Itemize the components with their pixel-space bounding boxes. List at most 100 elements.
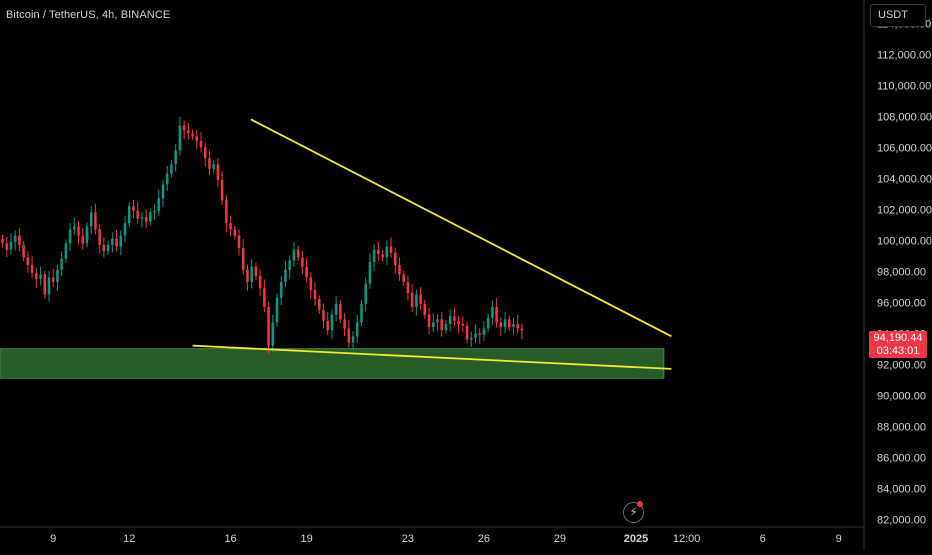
price-tick-label: 98,000.00 <box>877 266 926 278</box>
candle <box>402 270 405 286</box>
price-tick-label: 92,000.00 <box>877 359 926 371</box>
candle <box>229 215 232 236</box>
candle-body <box>372 249 376 262</box>
candle-body <box>419 294 422 304</box>
candle-body <box>165 173 169 185</box>
candle-body <box>127 206 131 224</box>
candle <box>60 251 63 277</box>
candle-body <box>94 212 97 230</box>
candle-body <box>73 226 76 230</box>
candle <box>461 316 465 332</box>
candle <box>144 209 148 229</box>
candle <box>161 179 165 208</box>
candle <box>334 296 338 322</box>
candle <box>187 122 190 140</box>
candle-body <box>279 282 283 298</box>
candle-body <box>26 257 30 266</box>
notification-dot <box>637 501 643 507</box>
candle <box>26 250 30 273</box>
candle <box>43 270 47 299</box>
candle <box>284 260 287 288</box>
candle <box>486 313 490 333</box>
candle-body <box>512 323 515 328</box>
candle-body <box>499 322 503 328</box>
currency-selector-button[interactable]: USDT <box>870 4 926 27</box>
candle-body <box>174 150 177 165</box>
price-tick-label: 88,000.00 <box>877 421 926 433</box>
candle-body <box>436 319 439 323</box>
candle <box>111 232 114 253</box>
candle <box>406 275 410 301</box>
candle-body <box>22 244 25 258</box>
candle <box>381 250 384 262</box>
candle <box>415 289 418 316</box>
candle <box>106 241 110 255</box>
candle-body <box>102 244 106 252</box>
candle-body <box>296 249 300 258</box>
candle-body <box>9 241 13 250</box>
descending-resistance-trendline[interactable] <box>250 118 672 338</box>
candle-body <box>123 223 127 236</box>
candle-body <box>482 328 486 335</box>
candle-body <box>491 306 494 318</box>
candle <box>322 303 325 329</box>
candle-body <box>203 147 207 159</box>
candle <box>254 262 258 280</box>
candle-body <box>351 336 355 343</box>
candle-body <box>398 265 401 275</box>
candle-body <box>136 210 139 219</box>
candle <box>216 157 220 188</box>
candle <box>360 299 363 327</box>
candle-body <box>216 164 220 180</box>
candle <box>520 323 524 340</box>
candle-body <box>208 158 211 169</box>
candle <box>499 317 503 336</box>
candle-body <box>377 249 380 255</box>
candle <box>149 208 152 226</box>
candle-body <box>478 333 481 335</box>
candle-body <box>343 319 346 329</box>
candle-body <box>339 303 342 320</box>
candle-body <box>410 292 414 307</box>
candle-body <box>516 323 519 329</box>
candle <box>102 237 106 258</box>
candle <box>77 221 80 245</box>
price-tick-label: 104,000.00 <box>877 173 932 185</box>
candle <box>330 309 334 339</box>
lower-support-trendline[interactable] <box>192 344 672 370</box>
candle <box>377 241 380 261</box>
candle <box>68 223 72 251</box>
candle-body <box>161 184 165 199</box>
candle-body <box>301 257 304 267</box>
lightning-icon[interactable]: ⚡︎ <box>623 502 644 523</box>
time-tick-label: 6 <box>760 533 766 545</box>
candle-body <box>68 229 72 244</box>
candle <box>495 298 498 328</box>
candle <box>13 230 17 251</box>
candle <box>115 229 118 252</box>
candle-body <box>503 319 507 328</box>
candle <box>410 284 414 313</box>
candle <box>140 211 144 228</box>
candle-body <box>288 260 291 270</box>
candle <box>199 132 203 153</box>
candle <box>241 239 245 275</box>
candle <box>250 259 253 289</box>
candle-body <box>144 217 148 222</box>
candle-body <box>1 238 4 244</box>
candle-body <box>81 235 85 244</box>
candle <box>85 222 89 248</box>
candle-body <box>486 317 490 329</box>
candle <box>288 255 291 279</box>
candle-body <box>106 244 110 252</box>
candle <box>203 142 207 167</box>
price-tick-label: 84,000.00 <box>877 483 926 495</box>
candle-body <box>309 277 313 290</box>
candle-body <box>225 199 228 224</box>
candle <box>246 264 249 291</box>
candle-body <box>132 206 135 211</box>
price-tick-label: 86,000.00 <box>877 452 926 464</box>
candle-body <box>317 299 321 310</box>
